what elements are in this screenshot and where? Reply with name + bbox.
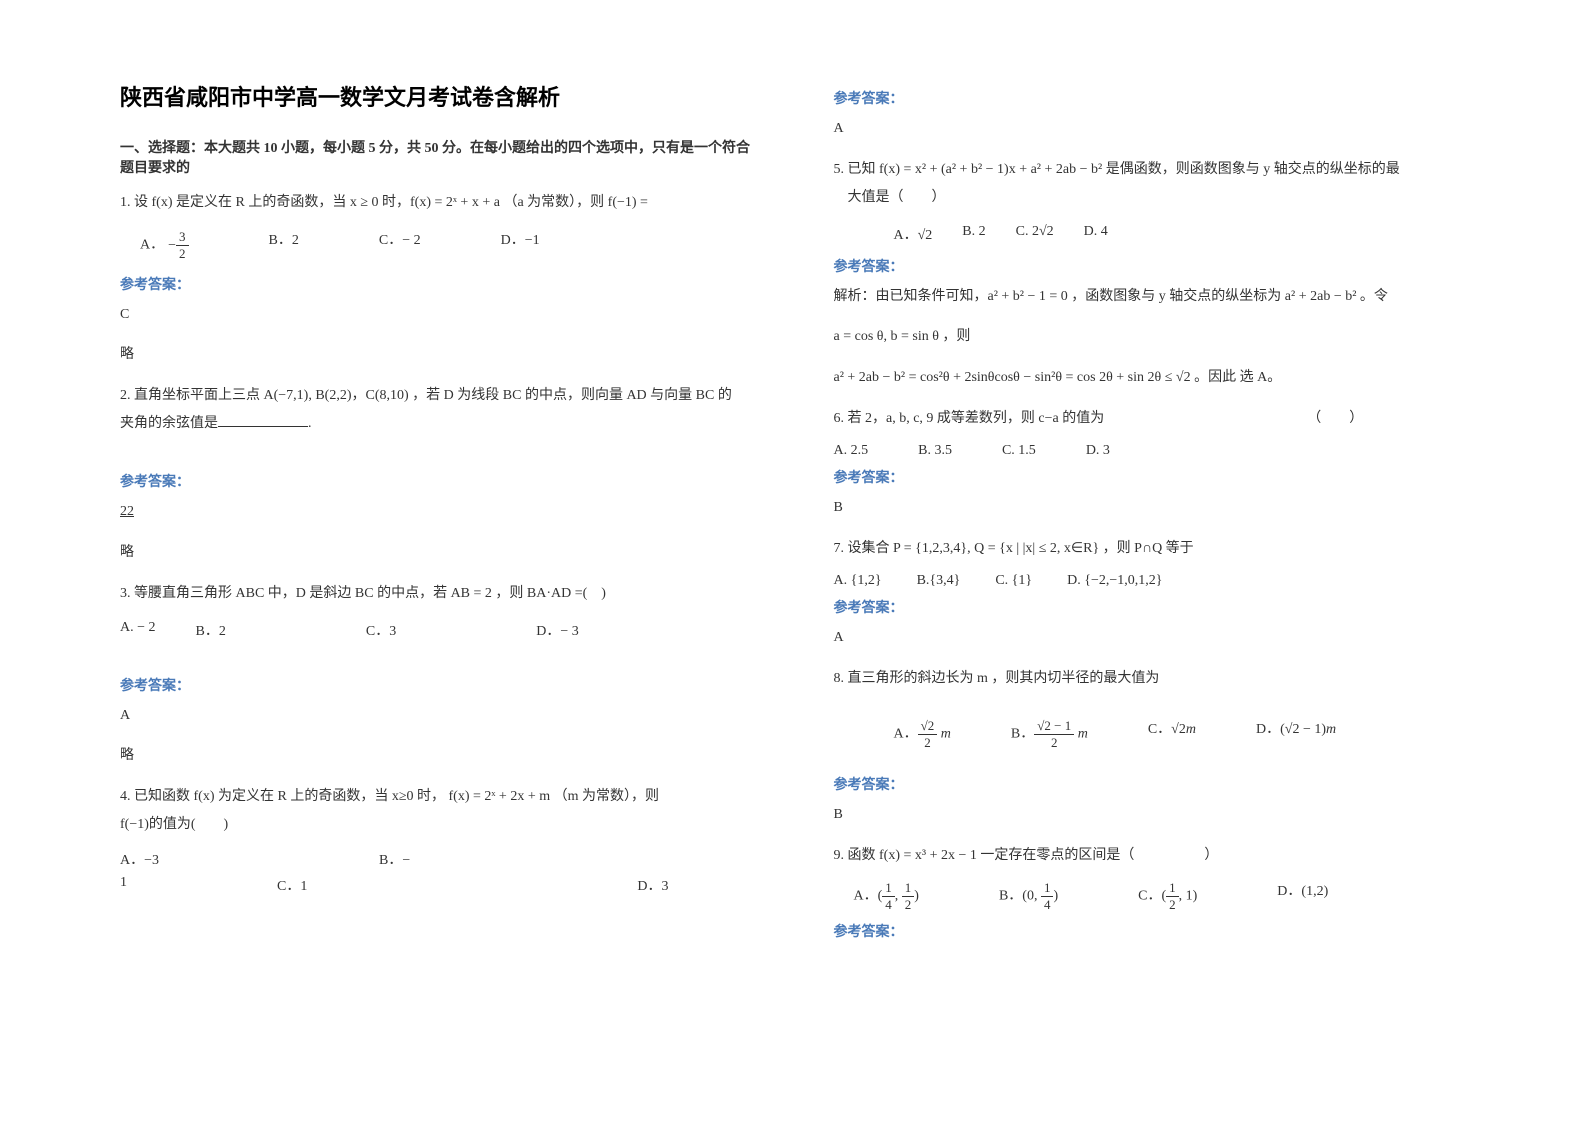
q8-optC: C．√2m (1148, 718, 1196, 751)
q5-explain-b: a = cos θ, b = sin θ ，则 (834, 324, 1468, 349)
answer-label: 参考答案： (120, 675, 754, 695)
q9-optD: D．(1,2) (1277, 880, 1328, 913)
q6-options: A. 2.5 B. 3.5 C. 1.5 D. 3 (834, 443, 1468, 459)
q8-optB: B．√2 − 12 m (1011, 718, 1088, 751)
q3-text: 3. 等腰直角三角形 ABC 中，D 是斜边 BC 的中点，若 AB = 2 ，… (120, 586, 606, 601)
answer-label: 参考答案： (120, 471, 754, 491)
answer-label: 参考答案： (120, 274, 754, 294)
q6-text: 6. 若 2，a, b, c, 9 成等差数列，则 c−a 的值为 （ ） (834, 411, 1364, 426)
q8-answer: B (834, 802, 1468, 827)
question-2: 2. 直角坐标平面上三点 A(−7,1), B(2,2)，C(8,10) ，若 … (120, 382, 754, 438)
question-3: 3. 等腰直角三角形 ABC 中，D 是斜边 BC 的中点，若 AB = 2 ，… (120, 580, 754, 608)
q2-text-a: 2. 直角坐标平面上三点 A(−7,1), B(2,2)，C(8,10) ，若 … (120, 382, 754, 410)
section-header: 一、选择题：本大题共 10 小题，每小题 5 分，共 50 分。在每小题给出的四… (120, 137, 754, 177)
question-5: 5. 已知 f(x) = x² + (a² + b² − 1)x + a² + … (834, 156, 1468, 212)
q3-options: A. − 2 B．2 C．3 D．− 3 (120, 620, 754, 640)
q1-text: 1. 设 f(x) 是定义在 R 上的奇函数，当 x ≥ 0 时，f(x) = … (120, 195, 648, 210)
q9-optC: C．(12, 1) (1138, 880, 1197, 913)
q2-note: 略 (120, 540, 754, 565)
q7-optB: B.{3,4} (917, 573, 961, 589)
q4-answer: A (834, 116, 1468, 141)
q7-optC: C. {1} (995, 573, 1032, 589)
q4-row1: A．−3 B．− (120, 849, 754, 869)
answer-label: 参考答案： (834, 467, 1468, 487)
q4-r2c: D．3 (637, 875, 668, 895)
q8-options: A．√22 m B．√2 − 12 m C．√2m D．(√2 − 1)m (894, 718, 1468, 751)
q3-optD: D．− 3 (536, 620, 579, 640)
q1-answer: C (120, 302, 754, 327)
q3-optC: C．3 (366, 620, 396, 640)
q7-answer: A (834, 625, 1468, 650)
answer-label: 参考答案： (834, 88, 1468, 108)
q7-options: A. {1,2} B.{3,4} C. {1} D. {−2,−1,0,1,2} (834, 573, 1468, 589)
question-8: 8. 直三角形的斜边长为 m ，则其内切半径的最大值为 (834, 665, 1468, 693)
blank-line (218, 413, 308, 427)
q9-text: 9. 函数 f(x) = x³ + 2x − 1 一定存在零点的区间是（ ） (834, 848, 1219, 863)
q6-optC: C. 1.5 (1002, 443, 1036, 459)
q4-r2a: 1 (120, 875, 127, 895)
q4-r1b: B．− (379, 849, 410, 869)
q4-text-b: f(−1)的值为( ) (120, 811, 754, 839)
q9-options: A．(14, 12) B．(0, 14) C．(12, 1) D．(1,2) (854, 880, 1468, 913)
question-4: 4. 已知函数 f(x) 为定义在 R 上的奇函数，当 x≥0 时， f(x) … (120, 783, 754, 839)
q5-text-b: 大值是（ ） (834, 184, 1468, 212)
q3-answer: A (120, 703, 754, 728)
q6-optD: D. 3 (1086, 443, 1110, 459)
q7-optA: A. {1,2} (834, 573, 882, 589)
q5-text-a: 5. 已知 f(x) = x² + (a² + b² − 1)x + a² + … (834, 156, 1468, 184)
question-9: 9. 函数 f(x) = x³ + 2x − 1 一定存在零点的区间是（ ） (834, 842, 1468, 870)
q7-optD: D. {−2,−1,0,1,2} (1067, 573, 1162, 589)
q8-text: 8. 直三角形的斜边长为 m ，则其内切半径的最大值为 (834, 671, 1160, 686)
q5-optB: B. 2 (962, 224, 985, 244)
q5-optC: C. 2√2 (1016, 224, 1054, 244)
question-7: 7. 设集合 P = {1,2,3,4}, Q = {x | |x| ≤ 2, … (834, 535, 1468, 563)
q2-text-b: 夹角的余弦值是 (120, 416, 218, 431)
answer-label: 参考答案： (834, 774, 1468, 794)
q7-text: 7. 设集合 P = {1,2,3,4}, Q = {x | |x| ≤ 2, … (834, 541, 1194, 556)
q1-note: 略 (120, 342, 754, 367)
q9-optB: B．(0, 14) (999, 880, 1058, 913)
q2-answer: 22 (120, 499, 754, 524)
q6-answer: B (834, 495, 1468, 520)
q4-r1a: A．−3 (120, 849, 159, 869)
q3-optB: B．2 (196, 620, 226, 640)
question-1: 1. 设 f(x) 是定义在 R 上的奇函数，当 x ≥ 0 时，f(x) = … (120, 189, 754, 217)
q5-optA: A．√2 (894, 224, 933, 244)
q6-optA: A. 2.5 (834, 443, 869, 459)
q8-optA: A．√22 m (894, 718, 951, 751)
q4-r2b: C．1 (277, 875, 307, 895)
q6-optB: B. 3.5 (918, 443, 952, 459)
q5-explain-a: 解析：由已知条件可知，a² + b² − 1 = 0 ，函数图象与 y 轴交点的… (834, 284, 1468, 309)
q5-explain-c: a² + 2ab − b² = cos²θ + 2sinθcosθ − sin²… (834, 365, 1468, 390)
q1-optD: D．−1 (501, 229, 540, 262)
q1-optB: B．2 (269, 229, 299, 262)
q5-optD: D. 4 (1084, 224, 1108, 244)
q3-optA: A. − 2 (120, 620, 156, 640)
q1-optA: A．−32 (140, 229, 189, 262)
answer-label: 参考答案： (834, 597, 1468, 617)
q4-text-a: 4. 已知函数 f(x) 为定义在 R 上的奇函数，当 x≥0 时， f(x) … (120, 783, 754, 811)
q5-options: A．√2 B. 2 C. 2√2 D. 4 (894, 224, 1468, 244)
q4-row2: 1 C．1 D．3 (120, 875, 754, 895)
question-6: 6. 若 2，a, b, c, 9 成等差数列，则 c−a 的值为 （ ） (834, 405, 1468, 433)
q8-optD: D．(√2 − 1)m (1256, 718, 1336, 751)
q9-optA: A．(14, 12) (854, 880, 919, 913)
answer-label: 参考答案： (834, 921, 1468, 941)
q1-optC: C．− 2 (379, 229, 421, 262)
exam-title: 陕西省咸阳市中学高一数学文月考试卷含解析 (120, 80, 754, 112)
answer-label: 参考答案： (834, 256, 1468, 276)
q3-note: 略 (120, 743, 754, 768)
q1-options: A．−32 B．2 C．− 2 D．−1 (140, 229, 754, 262)
